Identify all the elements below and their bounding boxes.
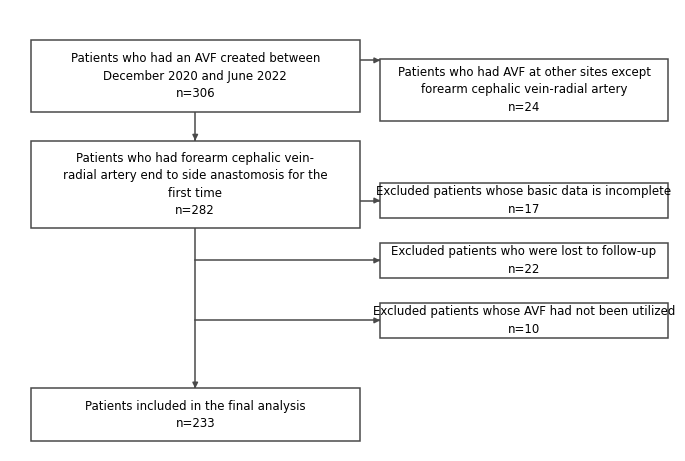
FancyBboxPatch shape [31,41,360,112]
Text: Patients who had AVF at other sites except
forearm cephalic vein-radial artery
n: Patients who had AVF at other sites exce… [397,66,651,114]
FancyBboxPatch shape [380,303,668,337]
FancyBboxPatch shape [31,141,360,228]
FancyBboxPatch shape [380,59,668,121]
FancyBboxPatch shape [380,183,668,218]
Text: Excluded patients who were lost to follow-up
n=22: Excluded patients who were lost to follo… [391,245,657,276]
Text: Excluded patients whose basic data is incomplete
n=17: Excluded patients whose basic data is in… [377,185,671,216]
Text: Patients who had forearm cephalic vein-
radial artery end to side anastomosis fo: Patients who had forearm cephalic vein- … [63,152,327,217]
Text: Patients who had an AVF created between
December 2020 and June 2022
n=306: Patients who had an AVF created between … [71,52,320,100]
Text: Patients included in the final analysis
n=233: Patients included in the final analysis … [85,400,306,430]
FancyBboxPatch shape [380,243,668,278]
FancyBboxPatch shape [31,388,360,442]
Text: Excluded patients whose AVF had not been utilized
n=10: Excluded patients whose AVF had not been… [373,305,675,336]
